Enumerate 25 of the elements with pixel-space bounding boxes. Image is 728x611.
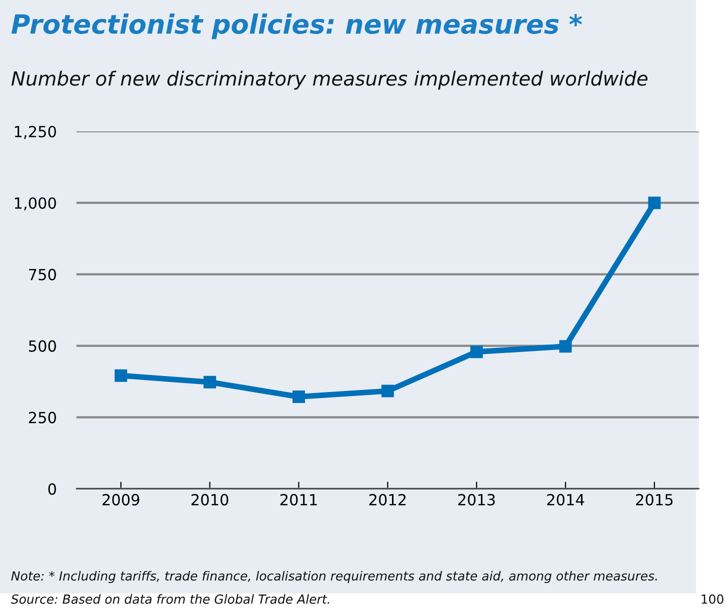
x-tick-label: 2010 [192,494,228,506]
point [292,390,305,403]
y-tick-label: 0 [48,483,56,495]
x-tick-label: 2009 [102,494,140,506]
y-tick-label: 1,000 [14,197,56,210]
point [648,196,661,210]
text: Note: * Including tariffs, trade finance, localisation requirements and state aid, among other measures. [11,570,657,584]
point [381,384,394,398]
x-tick-label: 2011 [280,494,317,506]
source-note: Source: Based on data from the Global Trade Alert. [10,594,330,604]
chart-title: Protectionist policies: new measures * [11,14,582,40]
y-tick-label: 750 [29,268,56,280]
y-tick-label: 500 [29,340,56,352]
point [114,369,128,382]
x-tick-label: 2015 [636,494,673,506]
point [559,340,572,353]
text: 100 [702,594,724,604]
chart-subtitle: Number of new discriminatory measures implemented worldwide [11,70,648,90]
x-tick-label: 2013 [458,494,495,506]
point [204,376,216,388]
point [470,346,483,358]
x-tick-label: 2014 [547,494,584,506]
y-tick-label: 1,250 [14,126,56,139]
x-tick-label: 2012 [369,494,406,506]
y-tick-label: 250 [28,412,56,424]
